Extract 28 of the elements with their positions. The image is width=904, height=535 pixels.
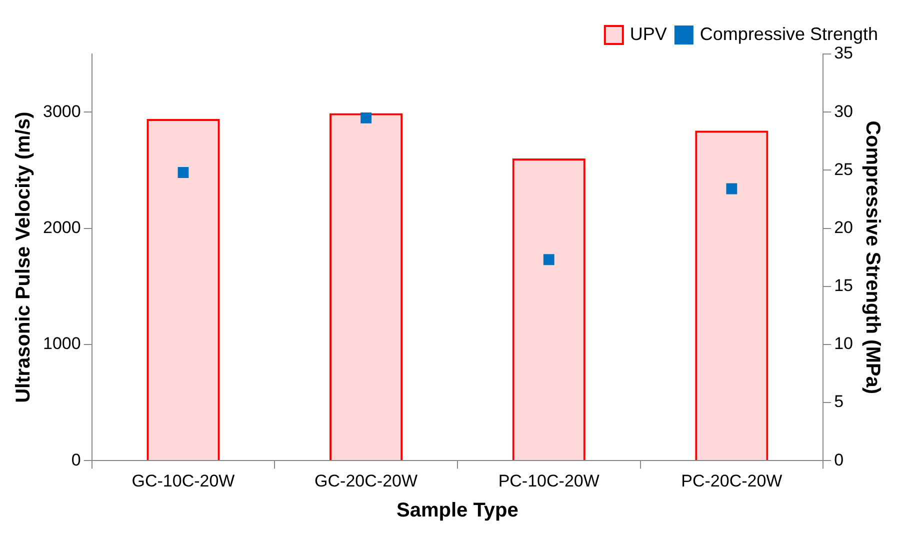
y-tick-label: 0: [71, 450, 81, 470]
y2-tick-label: 20: [834, 218, 854, 237]
x-tick-label: GC-10C-20W: [132, 471, 235, 490]
bar: [329, 113, 403, 460]
y-tick-label: 3000: [42, 102, 81, 121]
y-tick-label: 1000: [42, 334, 81, 354]
legend-label: Compressive Strength: [700, 24, 878, 44]
x-tick-label: PC-20C-20W: [681, 471, 782, 490]
x-axis-title: Sample Type: [396, 500, 518, 522]
y-axis-title: Ultrasonic Pulse Velocity (m/s): [12, 112, 35, 403]
point: [726, 183, 738, 194]
y2-tick-label: 30: [834, 102, 854, 121]
x-tick-label: GC-20C-20W: [314, 471, 418, 490]
y2-axis-title: Compressive Strength (MPa): [861, 120, 884, 394]
bar: [512, 158, 586, 460]
point: [360, 112, 372, 124]
point: [178, 167, 189, 178]
point: [543, 254, 554, 266]
y2-tick-label: 10: [834, 334, 854, 354]
y2-tick-label: 5: [834, 392, 844, 412]
y-tick-label: 2000: [42, 218, 81, 237]
y2-tick-label: 15: [834, 276, 854, 296]
y2-tick-label: 0: [834, 450, 844, 470]
legend-label: UPV: [630, 24, 667, 44]
y2-tick-label: 35: [834, 44, 854, 63]
y2-tick-label: 25: [834, 160, 854, 179]
x-tick-label: PC-10C-20W: [498, 471, 600, 490]
bar: [695, 130, 768, 460]
